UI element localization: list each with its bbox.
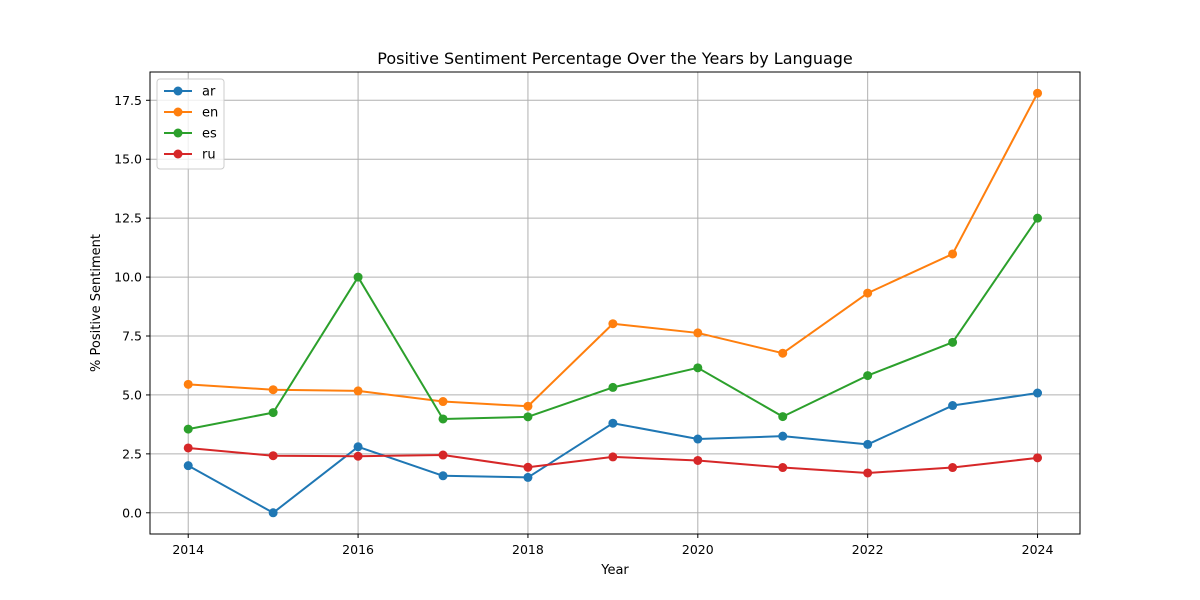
series-ar [183, 388, 1043, 518]
data-point-ru [353, 451, 363, 461]
data-point-ru [183, 443, 193, 453]
data-point-en [183, 379, 193, 389]
data-point-ar [353, 442, 363, 452]
x-tick-label: 2024 [1022, 542, 1054, 557]
series-en [183, 88, 1043, 411]
data-point-es [1033, 213, 1043, 223]
legend-marker-ru [173, 149, 183, 159]
x-tick-label: 2022 [852, 542, 884, 557]
data-point-es [608, 382, 618, 392]
data-point-ru [948, 463, 958, 473]
data-point-ar [778, 431, 788, 441]
series-es [183, 213, 1043, 434]
data-point-en [863, 288, 873, 298]
data-point-ar [183, 461, 193, 471]
legend-label-ru: ru [202, 148, 216, 163]
legend: ar en es ru [156, 78, 225, 170]
data-point-es [948, 337, 958, 347]
data-point-en [608, 319, 618, 329]
data-point-ar [693, 434, 703, 444]
legend-label-en: en [202, 106, 218, 121]
legend-label-ar: ar [202, 85, 216, 100]
data-point-ar [438, 471, 448, 481]
y-tick-label: 5.0 [122, 387, 142, 402]
legend-item-ru: ru [164, 148, 216, 163]
data-point-es [778, 412, 788, 422]
legend-label-es: es [202, 127, 217, 142]
x-tick-label: 2018 [512, 542, 544, 557]
x-tick-label: 2014 [172, 542, 204, 557]
y-tick-label: 12.5 [114, 211, 142, 226]
data-point-en [438, 397, 448, 407]
legend-item-en: en [164, 106, 218, 121]
data-point-es [863, 371, 873, 381]
grid [150, 72, 1080, 534]
y-axis-label: % Positive Sentiment [89, 234, 104, 372]
legend-marker-en [173, 107, 183, 117]
x-tick-label: 2020 [682, 542, 714, 557]
data-point-es [268, 408, 278, 418]
data-point-es [438, 414, 448, 424]
data-point-en [353, 386, 363, 396]
data-point-es [523, 412, 533, 422]
y-tick-label: 10.0 [114, 270, 142, 285]
data-point-ar [863, 439, 873, 449]
data-point-ru [863, 468, 873, 478]
data-point-en [523, 401, 533, 411]
data-point-ru [268, 451, 278, 461]
plot-frame [149, 71, 1081, 535]
data-point-ar [268, 508, 278, 518]
data-point-ar [608, 418, 618, 428]
legend-marker-ar [173, 86, 183, 96]
x-axis-label: Year [600, 563, 629, 578]
data-point-es [183, 424, 193, 434]
data-point-ru [1033, 453, 1043, 463]
data-point-ru [608, 452, 618, 462]
data-point-es [353, 272, 363, 282]
data-point-ar [948, 401, 958, 411]
data-point-en [693, 328, 703, 338]
data-point-es [693, 363, 703, 373]
data-point-ru [438, 450, 448, 460]
series-ru [183, 443, 1043, 478]
data-point-en [268, 385, 278, 395]
data-point-ru [523, 462, 533, 472]
axis-ticks: 2014 2016 2018 2020 2022 2024 0.0 2.5 5.0 7.5 10.0… [114, 93, 1053, 557]
data-point-en [778, 348, 788, 358]
legend-box [156, 78, 225, 170]
x-tick-label: 2016 [342, 542, 374, 557]
data-point-ar [1033, 388, 1043, 398]
chart-title: Positive Sentiment Percentage Over the Y… [377, 49, 853, 68]
data-point-en [1033, 88, 1043, 98]
y-tick-label: 15.0 [114, 152, 142, 167]
y-tick-label: 0.0 [122, 505, 142, 520]
y-tick-label: 17.5 [114, 93, 142, 108]
legend-item-ar: ar [164, 85, 216, 100]
legend-item-es: es [164, 127, 217, 142]
data-point-ru [778, 463, 788, 473]
series-lines [183, 88, 1043, 518]
data-point-en [948, 249, 958, 259]
data-point-ru [693, 455, 703, 465]
legend-marker-es [173, 128, 183, 138]
y-tick-label: 7.5 [122, 329, 142, 344]
y-tick-label: 2.5 [122, 446, 142, 461]
data-point-ar [523, 472, 533, 482]
